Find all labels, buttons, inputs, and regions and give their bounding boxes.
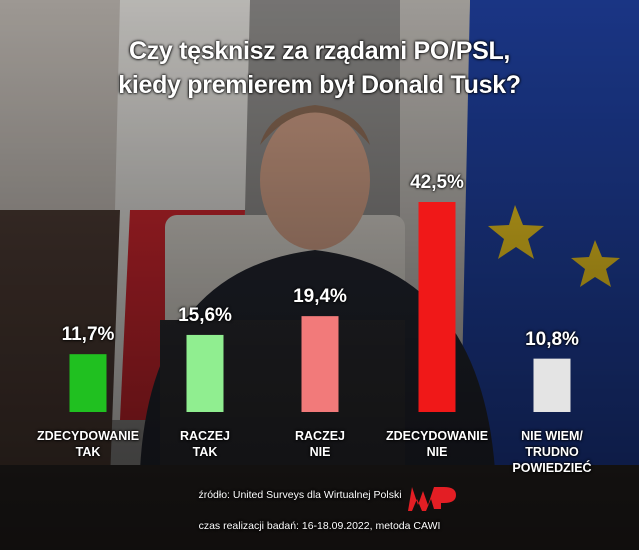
bar (533, 358, 571, 412)
value-label: 19,4% (293, 286, 347, 308)
value-label: 15,6% (178, 304, 232, 326)
source: źródło: United Surveys dla Wirtualnej Po… (198, 489, 402, 501)
x-tick-label: ZDECYDOWANIE TAK (36, 429, 140, 459)
value-label: 11,7% (61, 324, 115, 346)
bar (69, 354, 107, 412)
x-tick-label: RACZEJ NIE (294, 429, 345, 459)
note: czas realizacji badań: 16-18.09.2022, me… (198, 520, 441, 532)
x-tick-label: ZDECYDOWANIE NIE (385, 429, 489, 459)
bar (186, 334, 224, 412)
bar (301, 316, 339, 412)
chart-title: Czy tęsknisz za rządami PO/PSL, kiedy pr… (118, 37, 521, 99)
x-tick-label: RACZEJ TAK (179, 429, 230, 459)
value-label: 42,5% (410, 172, 464, 193)
value-label: 10,8% (525, 328, 579, 350)
bar (418, 202, 456, 412)
x-tick-label: NIE WIEM/ TRUDNO POWIEDZIEĆ (512, 429, 592, 475)
logo (408, 487, 456, 511)
